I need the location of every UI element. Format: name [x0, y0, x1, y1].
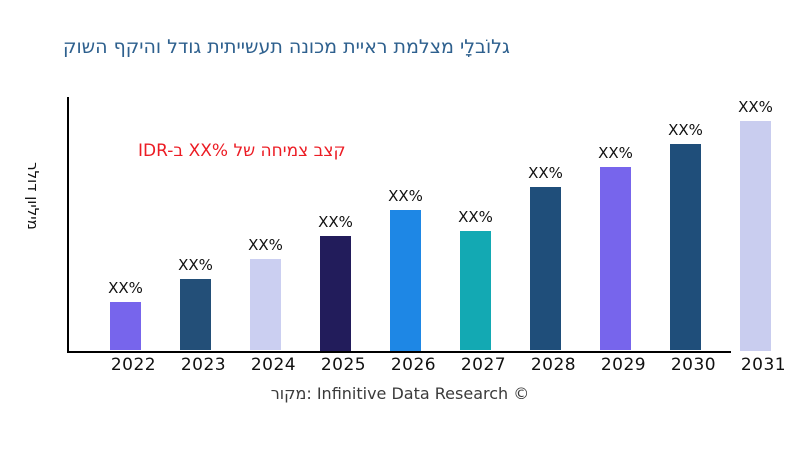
bar-2029 [600, 166, 631, 351]
bar-2023 [180, 279, 211, 351]
bar-2028 [530, 187, 561, 351]
bar-value-label: XX% [108, 279, 143, 298]
bar-value-label: XX% [318, 212, 353, 231]
x-tick-label: 2027 [460, 355, 507, 375]
bar-2025 [320, 235, 351, 351]
x-tick-label: 2024 [250, 355, 297, 375]
chart-title: קושה ףקיהו לדוג תיתיישעת הנוכמ תייאר תמל… [63, 36, 510, 58]
y-axis-title: רלוד ןוילימ [24, 162, 42, 230]
x-tick-label: 2030 [670, 355, 717, 375]
x-tick-label: 2023 [180, 355, 227, 375]
bar-value-label: XX% [598, 143, 633, 162]
bar-value-label: XX% [388, 187, 423, 206]
bar-value-label: XX% [178, 256, 213, 275]
x-tick-label: 2026 [390, 355, 437, 375]
bar-value-label: XX% [738, 98, 773, 116]
x-tick-label: 2031 [740, 355, 787, 375]
bar-2024 [250, 258, 281, 351]
x-axis-line [67, 350, 731, 353]
bar-value-label: XX% [458, 207, 493, 226]
x-tick-label: 2028 [530, 355, 577, 375]
bar-value-label: XX% [248, 235, 283, 254]
bar-2026 [390, 210, 421, 351]
bar-2031 [740, 121, 771, 351]
bar-value-label: XX% [528, 164, 563, 183]
x-tick-label: 2029 [600, 355, 647, 375]
x-tick-label: 2022 [110, 355, 157, 375]
bar-value-label: XX% [668, 120, 703, 139]
bar-2022 [110, 302, 141, 351]
x-tick-label: 2025 [320, 355, 367, 375]
growth-rate-annotation: IDR-ב XX% לש החימצ בצק [138, 141, 346, 161]
source-caption: רוקמ: Infinitive Data Research © [270, 384, 530, 403]
y-axis-line [67, 97, 69, 352]
bar-2027 [460, 230, 491, 351]
bar-2030 [670, 143, 701, 351]
